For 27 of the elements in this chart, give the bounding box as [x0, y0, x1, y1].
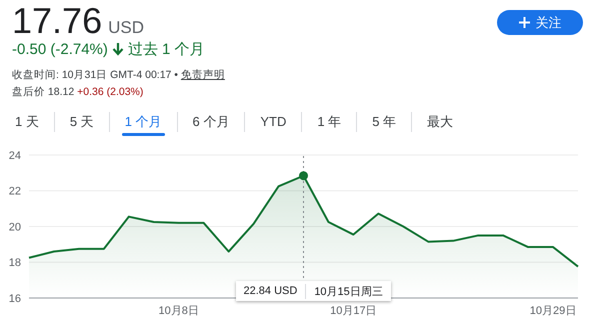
text: 免责声明: [180, 69, 225, 81]
text: USD: [108, 18, 144, 38]
text: 最大: [411, 112, 468, 132]
annotation: 10月15日周三: [305, 284, 391, 298]
text: +0.36 (2.03%): [77, 86, 144, 98]
text: 5 天: [54, 112, 109, 132]
y-tick-label: 22: [8, 186, 21, 198]
y-tick-label: 16: [8, 292, 21, 305]
text: 5 年: [356, 112, 412, 132]
x-tick-label: 10月29日: [530, 304, 576, 317]
text: 关注: [536, 14, 562, 32]
x-tick-label: 10月8日: [158, 304, 199, 317]
text: 1 个月: [108, 112, 177, 132]
text: 收盘时间: 10月31日 GMT-4 00:17 •: [12, 69, 178, 81]
x-tick-label: 10月17日: [330, 304, 377, 317]
text: 盘后价 18.12: [12, 86, 74, 98]
y-tick-label: 24: [8, 150, 21, 162]
text: -0.50 (-2.74%): [12, 41, 108, 58]
y-tick-label: 18: [8, 257, 21, 270]
annotation: 22.84 USD: [242, 285, 298, 297]
chart-title: 17.76: [12, 0, 102, 42]
text: 1 年: [301, 112, 356, 132]
text: 过去 1 个月: [128, 40, 205, 59]
text: 1 天: [14, 113, 40, 131]
text: 6 个月: [176, 112, 244, 132]
text: YTD: [244, 112, 302, 132]
y-tick-label: 20: [8, 221, 21, 234]
